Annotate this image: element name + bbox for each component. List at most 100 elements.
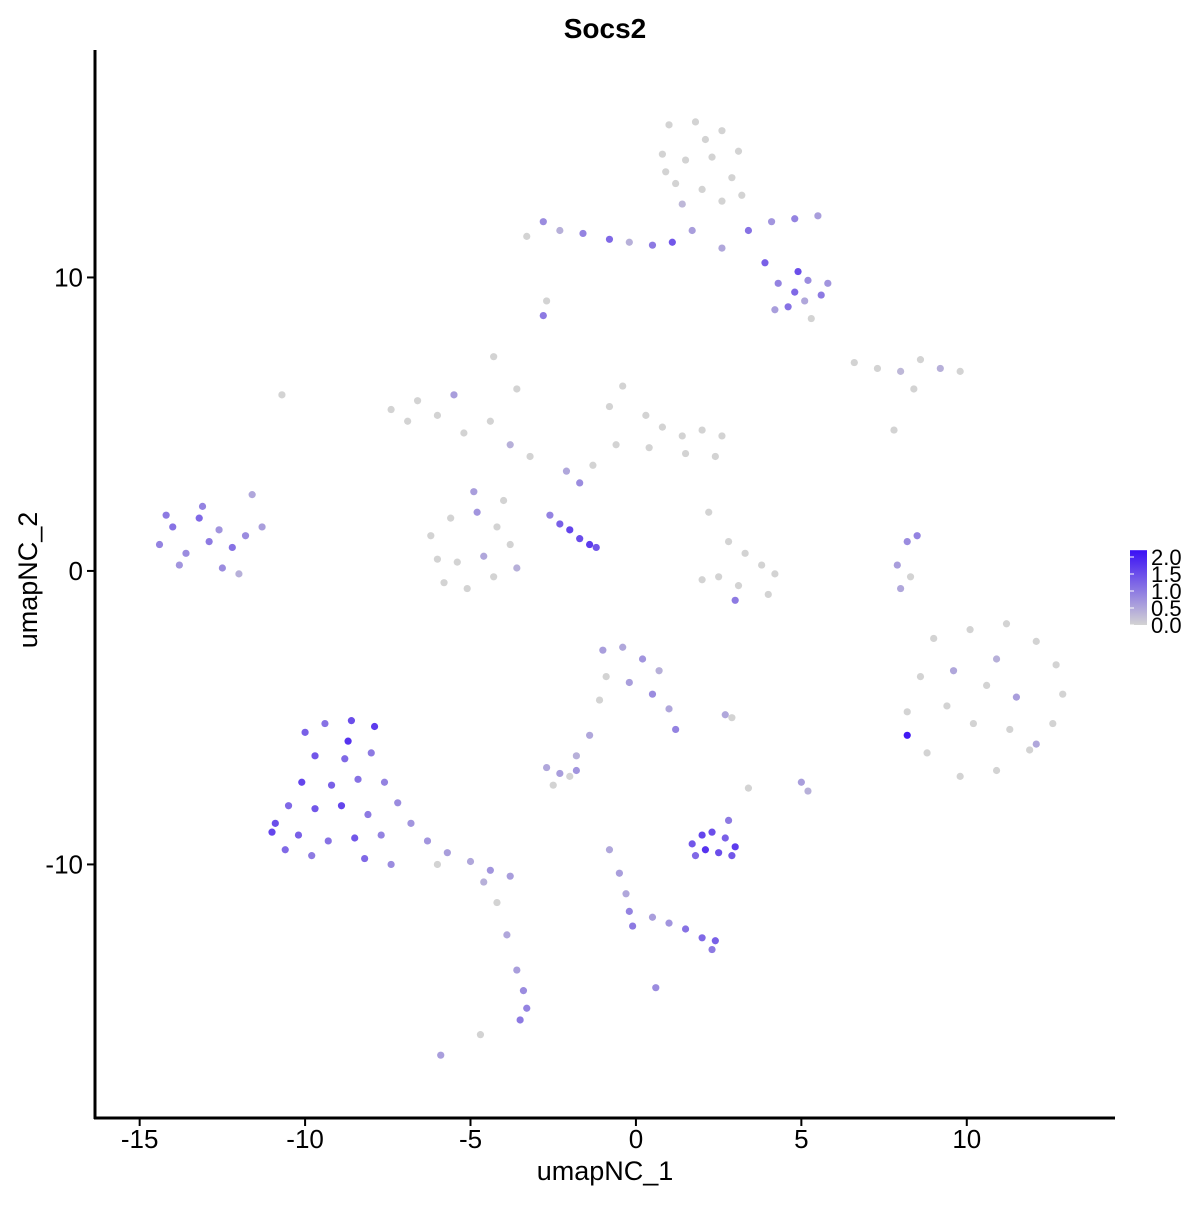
cell-point [473,508,481,516]
cell-point [910,385,918,393]
cell-point [337,802,346,810]
cell-point [708,828,716,836]
cell-point [619,382,627,390]
cell-point [665,121,673,129]
cell-point [698,831,706,839]
cell-point [658,150,667,158]
cell-point [612,441,620,449]
cell-point [493,898,501,907]
cell-point [701,846,710,854]
cell-point [460,429,468,437]
cell-point [361,854,369,863]
cell-point [301,728,309,736]
cell-point [738,191,746,199]
cell-point [556,769,564,778]
cell-point [658,423,667,431]
cell-point [437,1051,445,1059]
cell-point [327,781,336,789]
cell-point [665,705,673,713]
cell-point [367,749,375,757]
cell-point [715,573,723,581]
cell-point [324,837,332,845]
cell-point [562,467,571,475]
cell-point [619,643,627,651]
cell-point [642,411,650,419]
cell-point [470,488,478,496]
cell-point [791,215,799,223]
cell-point [605,235,614,243]
cell-point [850,358,858,367]
cell-point [943,702,951,710]
cell-point [549,781,557,789]
cell-point [605,846,614,854]
cell-point [503,931,511,939]
cell-point [543,763,551,772]
colorbar [1130,550,1147,625]
cell-point [824,279,832,287]
cell-point [708,153,716,161]
cell-point [198,502,207,510]
cell-point [761,259,769,267]
cell-point [794,267,802,276]
cell-point [655,667,663,675]
cell-point [801,297,809,305]
cell-point [688,840,696,848]
cell-point [662,168,670,176]
cell-point [493,523,501,531]
colorbar-tick-label: 0.0 [1151,613,1182,638]
cell-point [741,549,749,557]
cell-point [956,772,964,780]
cell-point [443,849,451,857]
cell-point [579,229,587,238]
cell-point [513,385,521,393]
cell-point [566,526,574,534]
cell-point [380,778,389,786]
cell-point [1006,725,1014,734]
cell-point [155,540,164,549]
cell-point [556,226,564,235]
cell-point [983,681,991,689]
cell-point [698,576,706,584]
cell-point [341,755,349,763]
cell-point [672,725,680,734]
cell-point [807,314,815,323]
cell-point [744,784,753,792]
cell-point [625,678,633,687]
cell-point [949,667,958,675]
cell-point [734,147,743,155]
cell-point [629,922,637,930]
cell-point [423,837,432,845]
cell-point [906,573,915,581]
cell-point [648,913,657,921]
cell-point [427,532,435,540]
x-axis-label: umapNC_1 [537,1156,674,1186]
cell-point [718,432,726,440]
x-tick-label: -10 [286,1124,324,1154]
cell-point [490,353,498,361]
cell-point [344,737,352,745]
cell-point [665,919,673,927]
cell-point [711,452,719,461]
cell-point [480,878,488,886]
cell-point [771,570,779,578]
cell-point [916,356,925,364]
cell-point [817,291,825,299]
cell-point [966,626,974,634]
cell-point [175,561,183,569]
cell-point [731,843,739,851]
cell-point [513,564,521,572]
cell-point [576,535,584,543]
cell-point [764,590,772,599]
cell-point [394,799,402,807]
cell-point [1049,719,1057,728]
cell-point [1032,740,1040,748]
cell-point [572,766,580,775]
cell-point [956,367,964,375]
cell-point [321,719,329,728]
cell-point [235,570,243,578]
cell-point [605,402,614,411]
cell-point [543,297,551,305]
cell-point [311,752,319,760]
cell-point [668,238,676,246]
cell-point [453,558,461,566]
